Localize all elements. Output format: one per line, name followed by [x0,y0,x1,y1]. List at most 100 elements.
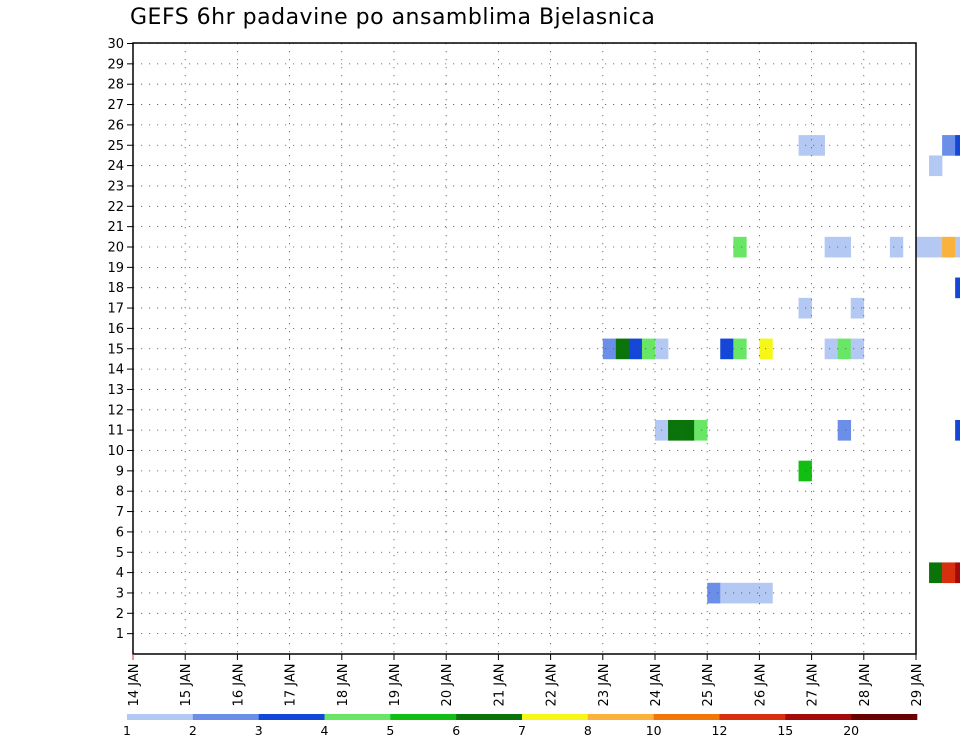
heatmap-cell [707,582,721,604]
y-tick-label: 11 [107,424,124,439]
heatmap-cell [837,338,852,360]
heatmap-cell [942,135,956,156]
colorbar-label: 7 [518,723,526,738]
y-tick-label: 5 [116,546,124,561]
x-tick-label: 14 JAN [127,664,142,707]
heatmap-cell [615,338,630,360]
y-tick-label: 19 [107,261,124,276]
heatmap-cell [955,419,960,441]
colorbar-swatch [456,714,523,720]
heatmap-cell [942,236,956,258]
colorbar-label: 5 [386,723,394,738]
grid [132,43,917,654]
y-tick-label: 26 [107,118,124,133]
x-tick-label: 17 JAN [284,664,299,707]
y-tick-label: 28 [107,78,124,93]
y-tick-label: 29 [107,57,124,72]
y-tick-label: 4 [116,566,124,581]
x-tick-label: 24 JAN [649,664,664,707]
heatmap-cell [694,419,708,441]
colorbar-swatch [127,714,194,720]
heatmap-cell [602,338,617,360]
x-tick-label: 21 JAN [492,664,507,707]
heatmap-cell [929,236,943,258]
heatmap-cell [668,419,682,441]
colorbar-swatch [258,714,325,720]
heatmap-cell [733,338,747,360]
colorbar-swatch [851,714,918,720]
y-tick-label: 25 [107,139,124,154]
y-tick-label: 3 [116,586,124,601]
colorbar-swatch [324,714,391,720]
heatmap-cell [628,338,643,360]
colorbar-label: 12 [712,723,728,738]
heatmap-cell [929,155,943,177]
heatmap-cell [641,338,656,360]
x-tick-label: 22 JAN [545,664,560,707]
y-tick-label: 8 [116,485,124,500]
colorbar-swatch [719,714,786,720]
heatmap-cell [811,135,825,156]
heatmap-cell [720,338,734,360]
colorbar-swatch [390,714,457,720]
heatmap-cells [602,135,960,604]
y-tick-label: 7 [116,505,124,520]
y-tick-label: 9 [116,464,124,479]
colorbar-label: 8 [584,723,592,738]
colorbar-label: 15 [777,723,793,738]
heatmap-cell [955,562,960,584]
y-axis: 1234567891011121314151617181920212223242… [107,37,133,642]
heatmap-cell [889,236,904,258]
heatmap-cell [837,419,852,441]
heatmap-cell [955,135,960,156]
heatmap-cell [837,236,852,258]
x-axis: 14 JAN 15 JAN 16 JAN 17 JAN 18 JAN 19 JAN 20 J… [127,654,925,706]
y-tick-label: 6 [116,525,124,540]
heatmap-cell [942,562,956,584]
x-tick-label: 15 JAN [179,664,194,707]
heatmap-cell [746,582,760,604]
y-tick-label: 13 [107,383,124,398]
x-tick-label: 27 JAN [806,664,821,707]
x-tick-label: 18 JAN [336,664,351,707]
y-tick-label: 17 [107,302,124,317]
heatmap-cell [824,236,838,258]
y-tick-label: 15 [107,342,124,357]
plot-frame [132,42,917,655]
chart-title: GEFS 6hr padavine po ansamblima Bjelasni… [130,5,656,30]
heatmap-cell [955,277,960,299]
y-tick-label: 20 [107,241,124,256]
heatmap-cell [929,562,943,584]
heatmap-cell [850,338,865,360]
colorbar-label: 1 [123,723,131,738]
y-tick-label: 2 [116,607,124,622]
y-tick-label: 10 [107,444,124,459]
colorbar-swatch [192,714,259,720]
heatmap-cell [916,236,930,258]
y-tick-label: 18 [107,281,124,296]
heatmap-cell [850,297,865,319]
heatmap-cell [720,582,734,604]
x-tick-label: 29 JAN [910,664,925,707]
heatmap-cell [955,236,960,258]
y-tick-label: 12 [107,403,124,418]
colorbar-label: 4 [321,723,329,738]
y-tick-label: 30 [107,37,124,52]
colorbar-swatch [653,714,720,720]
y-tick-label: 27 [107,98,124,113]
y-tick-label: 24 [107,159,124,174]
colorbar-swatch [522,714,589,720]
heatmap-cell [681,419,695,441]
heatmap-cell [733,236,747,258]
colorbar-label: 20 [843,723,859,738]
heatmap-cell [733,582,747,604]
x-tick-label: 26 JAN [753,664,768,707]
colorbar-swatch [587,714,654,720]
y-tick-label: 14 [107,363,124,378]
x-tick-label: 16 JAN [231,664,246,707]
x-tick-label: 19 JAN [388,664,403,707]
y-tick-label: 23 [107,179,124,194]
x-tick-label: 25 JAN [701,664,716,707]
colorbar-label: 6 [452,723,460,738]
